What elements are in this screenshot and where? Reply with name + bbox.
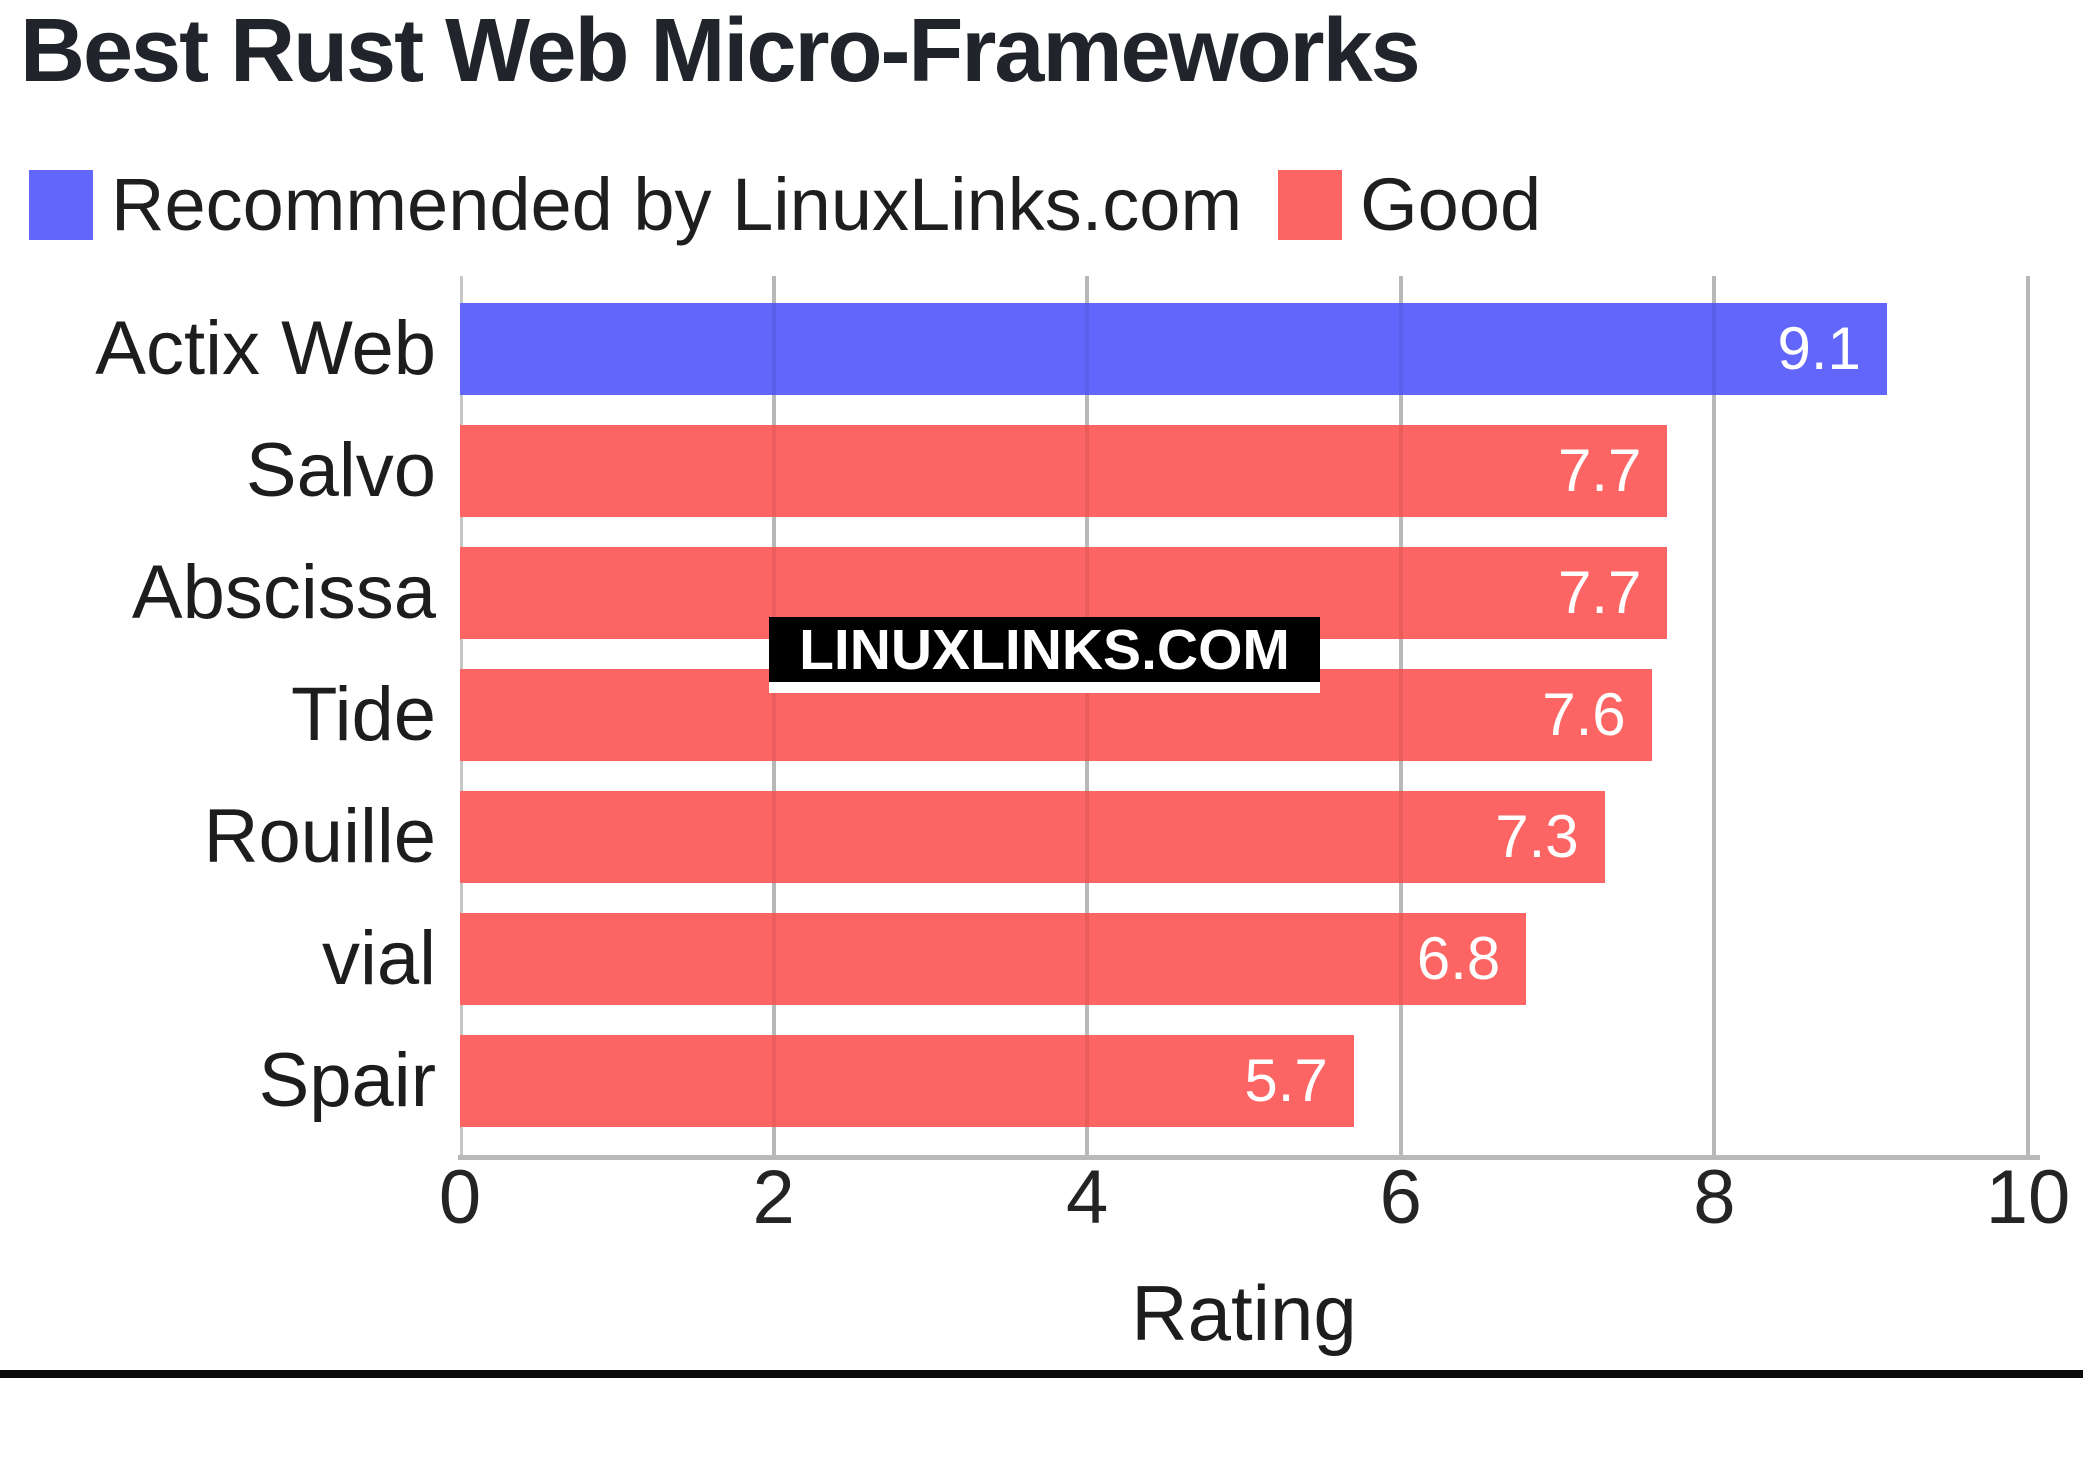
chart-legend: Recommended by LinuxLinks.com Good xyxy=(29,162,1577,247)
watermark-text: LINUXLINKS.COM xyxy=(799,617,1290,682)
x-tick-label: 10 xyxy=(1985,1155,2071,1240)
bar-value-label: 7.7 xyxy=(1557,437,1642,504)
legend-swatch xyxy=(1278,169,1343,240)
gridline-overlay xyxy=(1398,276,1403,1155)
x-tick-label: 8 xyxy=(1693,1155,1736,1240)
gridline-overlay xyxy=(1712,276,1717,1155)
category-label-tide: Tide xyxy=(290,672,436,757)
legend-item: Recommended by LinuxLinks.com xyxy=(29,162,1242,247)
bar-actix-web: 9.1 xyxy=(460,303,1887,395)
gridline-overlay xyxy=(2026,276,2030,1155)
x-tick-label: 4 xyxy=(1066,1155,1109,1240)
bar-salvo: 7.7 xyxy=(460,425,1668,517)
legend-label: Good xyxy=(1360,163,1542,246)
bar-value-label: 6.8 xyxy=(1416,925,1501,992)
x-tick-label: 0 xyxy=(438,1155,482,1240)
footer-divider-line xyxy=(0,1370,2083,1378)
bar-spair: 5.7 xyxy=(460,1035,1354,1127)
legend-swatch xyxy=(29,169,93,240)
bar-value-label: 7.3 xyxy=(1495,803,1579,870)
bar-rouille: 7.3 xyxy=(460,791,1605,883)
x-axis-line xyxy=(458,1155,2040,1160)
bar-value-label: 9.1 xyxy=(1777,315,1861,382)
bar-value-label: 7.6 xyxy=(1542,681,1626,748)
category-label-vial: vial xyxy=(321,916,436,1001)
bar-value-label: 7.7 xyxy=(1557,559,1642,626)
x-tick-label: 2 xyxy=(752,1155,795,1240)
plot-area: 9.1 7.7 7.7 7.6 7.3 6.8 5.7 xyxy=(458,276,2040,1160)
x-tick-label: 6 xyxy=(1379,1155,1422,1240)
category-label-spair: Spair xyxy=(258,1038,436,1123)
x-axis-title: Rating xyxy=(1131,1269,1357,1357)
category-label-actix-web: Actix Web xyxy=(95,306,436,391)
category-label-abscissa: Abscissa xyxy=(131,550,436,635)
bar-vial: 6.8 xyxy=(460,913,1527,1005)
legend-label: Recommended by LinuxLinks.com xyxy=(111,163,1243,246)
gridline xyxy=(1712,276,1717,1155)
gridline xyxy=(2026,276,2030,1155)
gridline-overlay xyxy=(1085,276,1090,1155)
category-label-salvo: Salvo xyxy=(245,428,436,513)
gridline-overlay xyxy=(771,276,776,1155)
category-label-rouille: Rouille xyxy=(203,794,436,879)
legend-item: Good xyxy=(1278,162,1541,247)
bar-value-label: 5.7 xyxy=(1244,1047,1328,1114)
chart-title: Best Rust Web Micro-Frameworks xyxy=(20,1,1421,101)
watermark-badge: LINUXLINKS.COM xyxy=(769,617,1320,693)
